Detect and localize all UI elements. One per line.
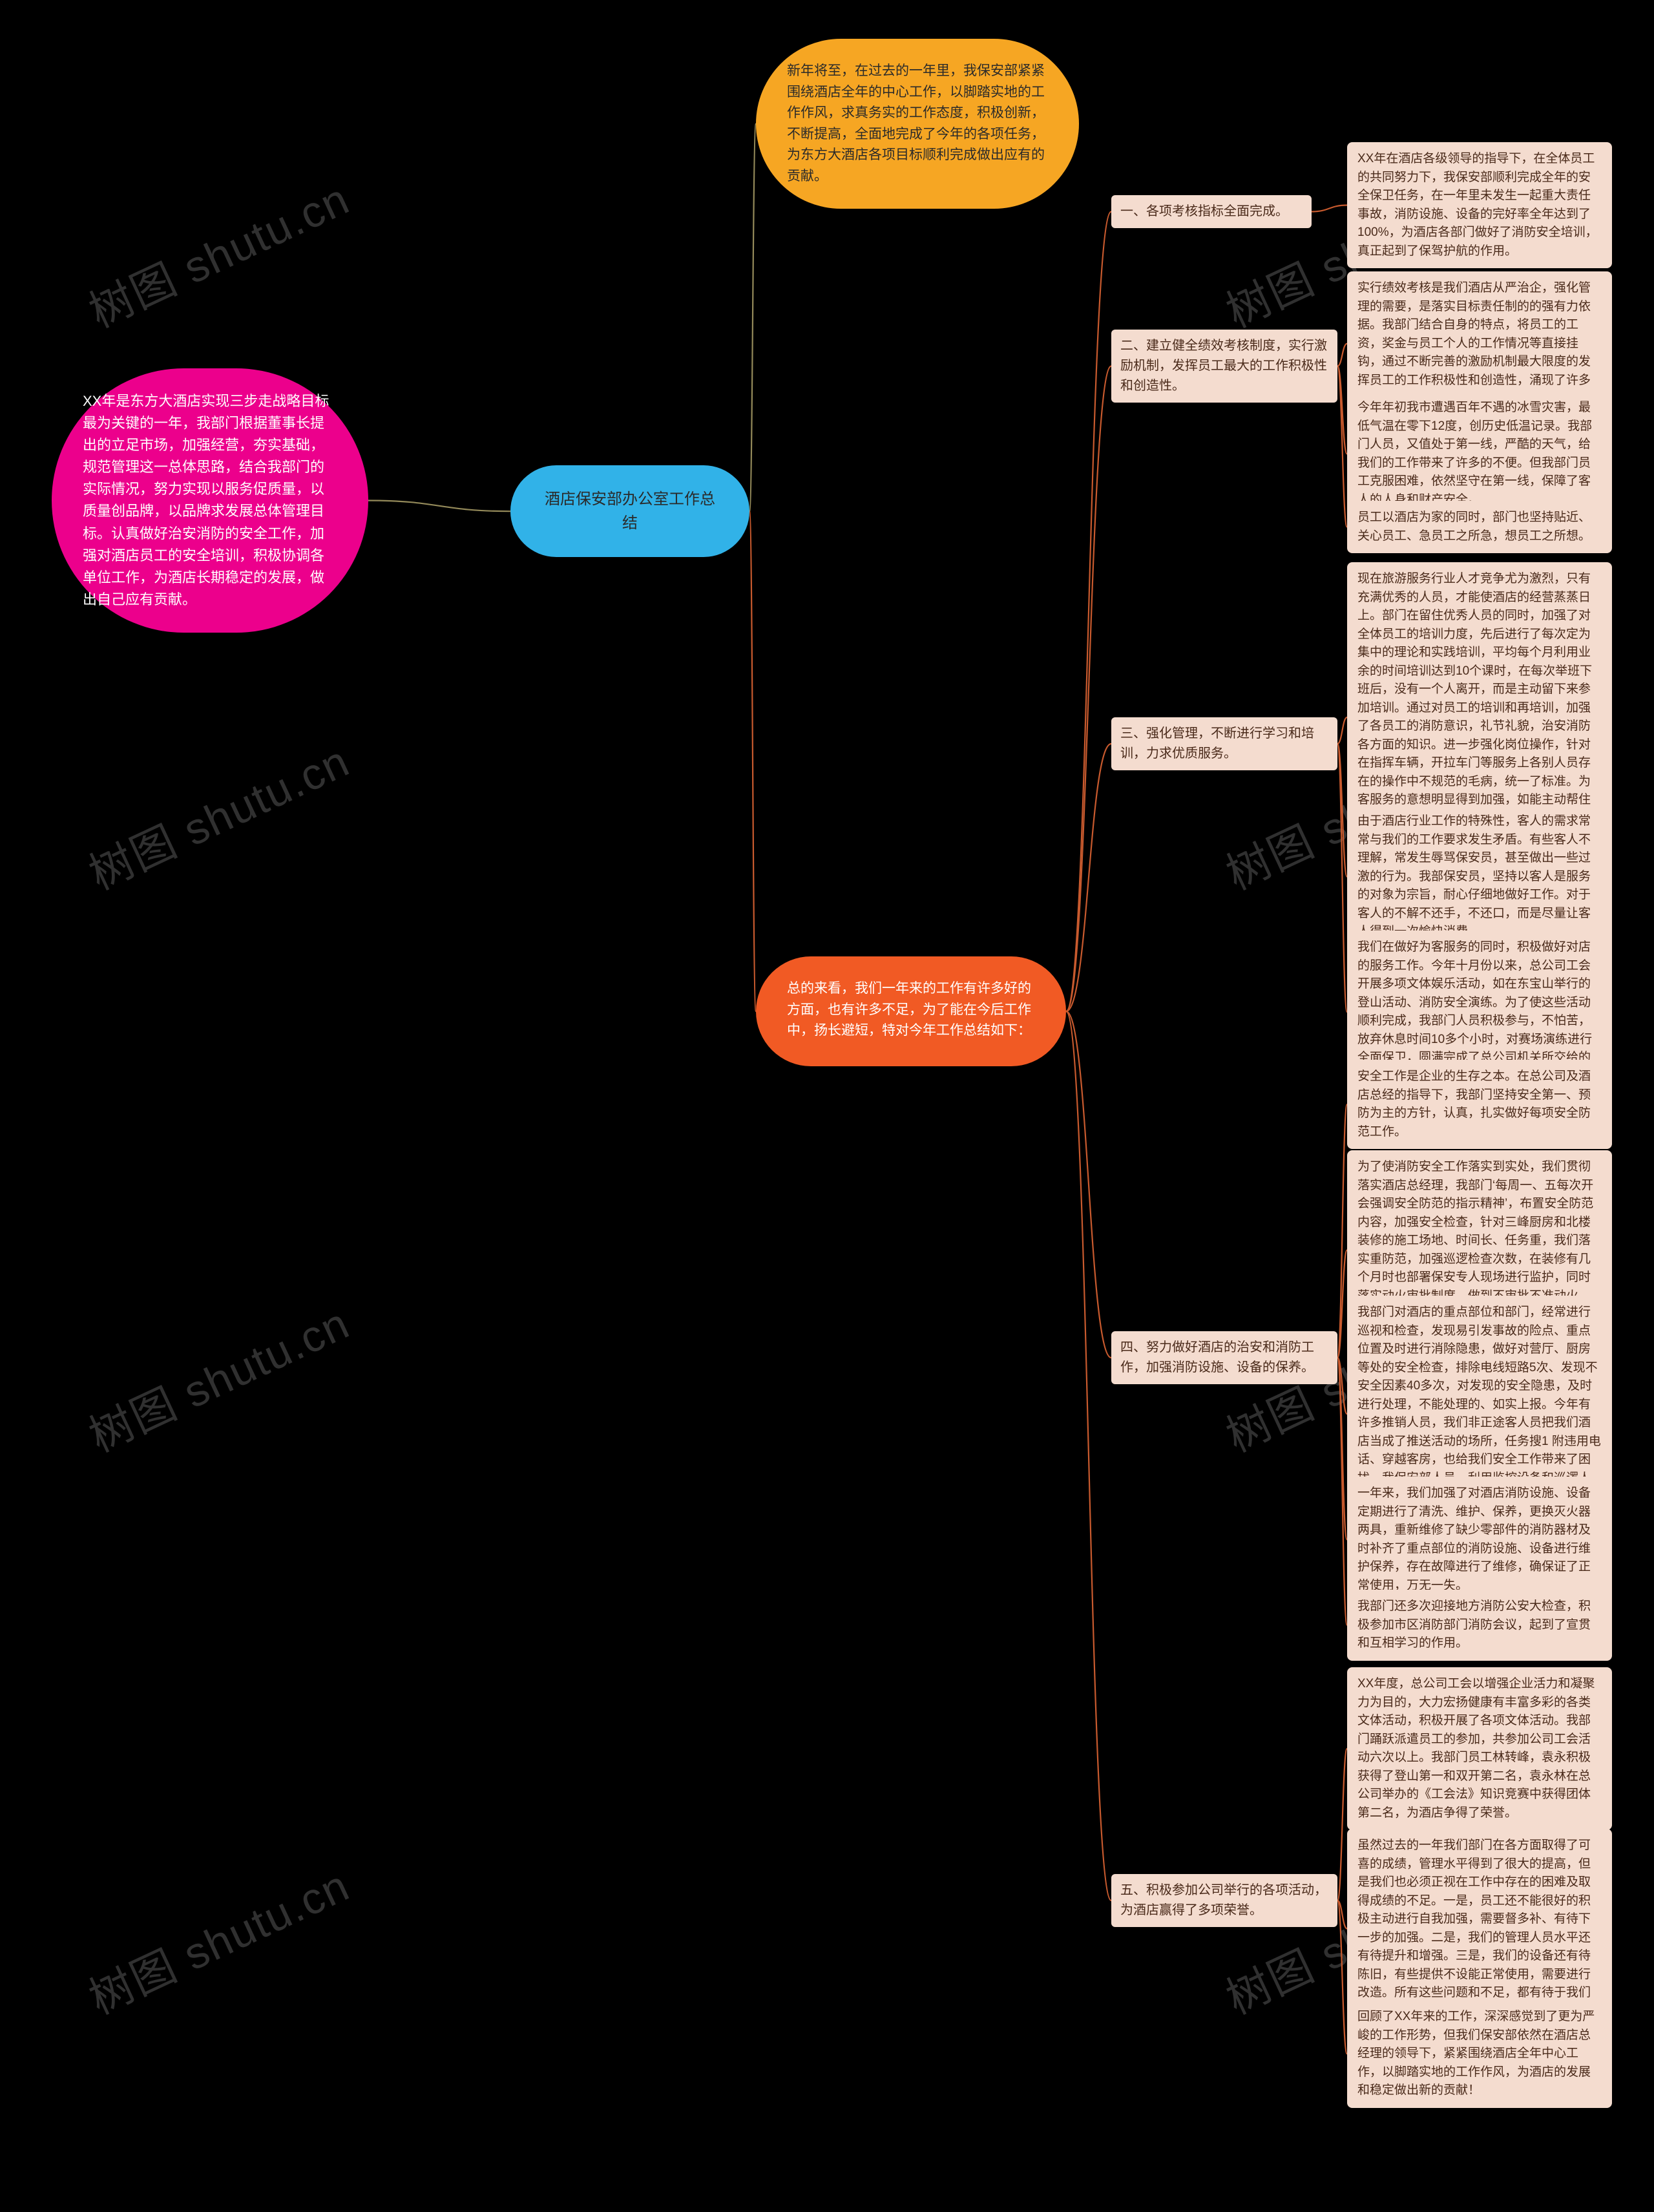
leaf-node: 员工以酒店为家的同时，部门也坚持贴近、关心员工、急员工之所急，想员工之所想。 [1347,501,1612,553]
section-title: 一、各项考核指标全面完成。 [1111,195,1312,228]
leaf-node: 一年来，我们加强了对酒店消防设施、设备定期进行了清洗、维护、保养，更换灭火器两具… [1347,1477,1612,1603]
watermark: 树图 shutu.cn [77,726,358,902]
node-summary: 总的来看，我们一年来的工作有许多好的方面，也有许多不足，为了能在今后工作中，扬长… [756,956,1066,1066]
leaf-node: 今年年初我市遭遇百年不遇的冰雪灾害，最低气温在零下12度，创历史低温记录。我部门… [1347,391,1612,517]
node-context: XX年是东方大酒店实现三步走战略目标最为关键的一年，我部门根据董事长提出的立足市… [52,368,368,633]
leaf-node: 我部门还多次迎接地方消防公安大检查，积极参加市区消防部门消防会议，起到了宣贯和互… [1347,1590,1612,1661]
watermark: 树图 shutu.cn [77,1850,358,2027]
section-title: 二、建立健全绩效考核制度，实行激励机制，发挥员工最大的工作积极性和创造性。 [1111,330,1337,403]
leaf-node: XX年在酒店各级领导的指导下，在全体员工的共同努力下，我保安部顺利完成全年的安全… [1347,142,1612,268]
section-title: 四、努力做好酒店的治安和消防工作，加强消防设施、设备的保养。 [1111,1331,1337,1384]
node-intro: 新年将至，在过去的一年里，我保安部紧紧围绕酒店全年的中心工作，以脚踏实地的工作作… [756,39,1079,209]
mindmap-canvas: 树图 shutu.cn 树图 shutu.cn 树图 shutu.cn 树图 shut… [0,0,1654,2212]
leaf-node: 虽然过去的一年我们部门在各方面取得了可喜的成绩，管理水平得到了很大的提高，但是我… [1347,1829,1612,2028]
watermark: 树图 shutu.cn [77,1288,358,1464]
section-title: 三、强化管理，不断进行学习和培训，力求优质服务。 [1111,717,1337,770]
leaf-node: 安全工作是企业的生存之本。在总公司及酒店总经的指导下，我部门坚持安全第一、预防为… [1347,1060,1612,1149]
node-root: 酒店保安部办公室工作总结 [510,465,749,557]
leaf-node: 回顾了XX年来的工作，深深感觉到了更为严峻的工作形势，但我们保安部依然在酒店总经… [1347,2000,1612,2108]
leaf-node: XX年度，总公司工会以增强企业活力和凝聚力为目的，大力宏扬健康有丰富多彩的各类文… [1347,1667,1612,1830]
watermark: 树图 shutu.cn [77,163,358,340]
leaf-node: 由于酒店行业工作的特殊性，客人的需求常常与我们的工作要求发生矛盾。有些客人不理解… [1347,805,1612,949]
section-title: 五、积极参加公司举行的各项活动，为酒店赢得了多项荣誉。 [1111,1874,1337,1927]
